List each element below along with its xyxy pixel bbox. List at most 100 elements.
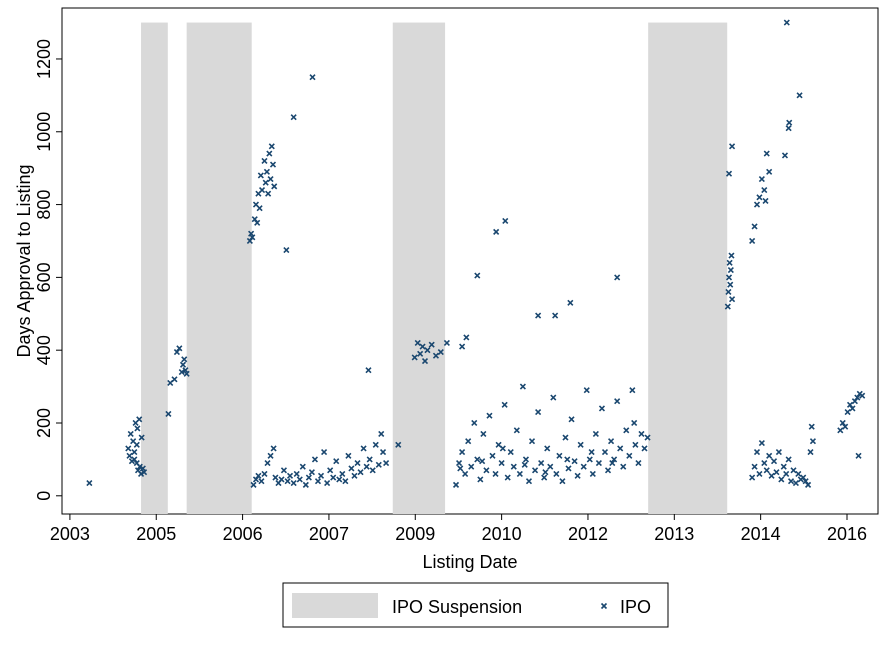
ipo-point <box>641 445 648 452</box>
ipo-point <box>601 449 609 456</box>
ipo-point <box>756 470 763 478</box>
ipo-point <box>459 449 466 456</box>
ipo-point <box>620 463 627 470</box>
ipo-point <box>783 470 790 478</box>
ipo-point <box>623 427 630 434</box>
ipo-point <box>137 470 145 478</box>
ipo-point <box>178 368 185 376</box>
ipo-point <box>800 474 807 481</box>
ipo-point <box>778 476 785 483</box>
ipo-point <box>837 427 844 434</box>
ipo-point <box>589 470 596 478</box>
ipo-point <box>357 469 364 476</box>
legend-marker <box>600 602 608 610</box>
ipo-point <box>629 387 636 394</box>
ipo-point <box>258 478 265 485</box>
ipo-point <box>269 161 277 168</box>
x-tick-label: 2006 <box>223 524 263 544</box>
ipo-point <box>781 152 789 159</box>
ipo-point <box>324 479 331 487</box>
ipo-point <box>283 247 290 254</box>
ipo-point <box>261 157 268 164</box>
ipo-point <box>271 183 278 190</box>
ipo-point <box>255 472 262 479</box>
ipo-point <box>309 74 316 81</box>
ipo-point <box>366 456 373 463</box>
ipo-point <box>796 92 803 99</box>
suspension-band <box>648 22 728 514</box>
ipo-point <box>474 272 481 279</box>
ipo-point <box>383 459 390 467</box>
ipo-point <box>251 216 258 223</box>
x-tick-label: 2016 <box>827 524 867 544</box>
ipo-point <box>535 409 542 416</box>
ipo-point <box>583 387 590 394</box>
ipo-point <box>342 478 349 485</box>
ipo-point <box>459 343 466 350</box>
ipo-point <box>631 419 638 427</box>
ipo-point <box>559 478 566 485</box>
ipo-point <box>417 350 424 357</box>
ipo-point <box>564 456 571 463</box>
ipo-point <box>638 430 645 437</box>
ipo-point <box>265 190 272 197</box>
ipo-point <box>365 367 372 374</box>
ipo-point <box>617 445 624 452</box>
ipo-point <box>809 438 817 445</box>
ipo-point <box>379 449 387 456</box>
ipo-point <box>611 456 618 463</box>
ipo-point <box>280 467 288 474</box>
ipo-point <box>424 347 431 354</box>
ipo-point <box>421 358 429 365</box>
ipo-point <box>134 425 141 432</box>
ipo-point <box>127 430 134 437</box>
ipo-point <box>360 445 367 452</box>
y-tick-label: 400 <box>34 335 54 365</box>
ipo-point <box>807 449 814 456</box>
suspension-band <box>392 22 446 514</box>
ipo-point <box>321 449 328 456</box>
ipo-point <box>86 479 93 487</box>
ipo-point <box>729 143 736 150</box>
ipo-point <box>133 441 140 448</box>
ipo-point <box>521 461 528 468</box>
ipo-point <box>592 430 599 437</box>
ipo-point <box>552 312 559 319</box>
ipo-point <box>773 469 780 476</box>
ipo-point <box>507 449 514 456</box>
ipo-point <box>725 170 733 177</box>
x-tick-label: 2007 <box>309 524 349 544</box>
ipo-point <box>278 476 285 483</box>
suspension-band <box>186 22 252 514</box>
ipo-point <box>725 274 733 281</box>
ipo-point <box>565 465 572 472</box>
ipo-point <box>468 463 475 470</box>
ipo-point <box>327 467 334 474</box>
ipo-point <box>493 228 500 235</box>
ipo-point <box>808 423 815 430</box>
ipo-point <box>556 452 563 459</box>
ipo-point <box>547 463 554 470</box>
ipo-point <box>483 467 490 474</box>
ipo-point <box>419 343 426 350</box>
ipo-point <box>462 470 469 478</box>
ipo-point <box>751 463 758 470</box>
ipo-point <box>768 472 775 479</box>
ipo-point <box>595 459 602 467</box>
y-tick-label: 800 <box>34 190 54 220</box>
ipo-point <box>729 296 736 303</box>
ipo-point <box>141 469 148 476</box>
ipo-point <box>614 274 621 281</box>
ipo-point <box>131 456 138 463</box>
ipo-point <box>795 470 802 478</box>
ipo-point <box>775 449 782 456</box>
ipo-point <box>257 172 264 179</box>
ipo-point <box>749 237 756 245</box>
ipo-point <box>851 398 858 405</box>
ipo-point <box>486 412 493 419</box>
ipo-point <box>471 419 478 427</box>
ipo-point <box>522 456 530 463</box>
ipo-point <box>586 456 593 463</box>
ipo-point <box>538 459 545 467</box>
